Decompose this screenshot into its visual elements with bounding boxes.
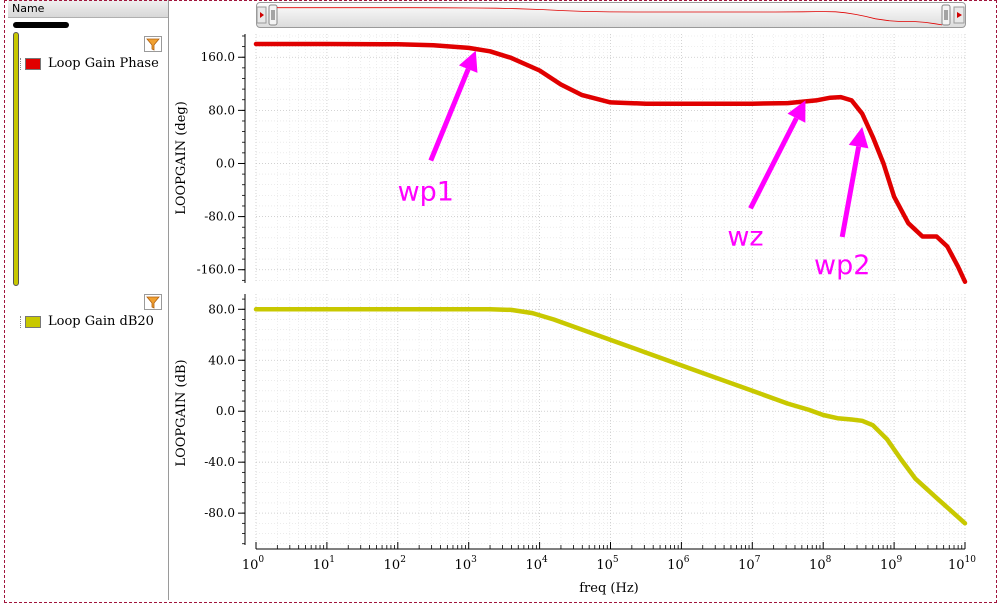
x-axis-label: freq (Hz) [579, 581, 639, 596]
overview-trace [277, 7, 943, 26]
gain-trace[interactable] [253, 307, 968, 526]
x-tick-label: 107 [738, 555, 761, 573]
y-tick-label: -160.0 [197, 263, 235, 277]
annotation-arrow [839, 146, 862, 238]
strip-item-label: Loop Gain dB20 [48, 314, 154, 329]
y-tick-label: 80.0 [208, 103, 235, 117]
y-tick-label: 40.0 [208, 353, 235, 367]
x-tick-label: 102 [384, 555, 406, 573]
overview-scroll-bar[interactable] [256, 2, 966, 28]
y-tick-label: 160.0 [201, 50, 235, 64]
filter-icon[interactable] [144, 294, 162, 310]
x-tick-label: 100 [242, 555, 265, 573]
strip-list-panel: Name Loop Gain Phase Loop Gain dB20 [8, 0, 169, 600]
x-tick-label: 106 [667, 555, 690, 573]
arrow-right-icon [957, 12, 962, 18]
strip-item-loop-gain-phase[interactable]: Loop Gain Phase [20, 56, 159, 72]
x-tick-label: 104 [525, 555, 548, 573]
name-column-header[interactable]: Name [8, 0, 168, 18]
x-tick-label: 1010 [948, 555, 976, 573]
y-tick-label: -80.0 [204, 506, 235, 520]
x-tick-label: 108 [809, 555, 832, 573]
x-tick-label: 101 [313, 555, 335, 573]
annotation-arrowhead [458, 50, 478, 73]
arrow-left-icon [260, 12, 264, 18]
strip-item-loop-gain-db20[interactable]: Loop Gain dB20 [20, 314, 154, 330]
header-resize-handle[interactable] [13, 22, 69, 28]
annotation-arrowhead [848, 126, 869, 149]
top-y-axis-label: LOOPGAIN (deg) [174, 101, 189, 215]
annotation-arrowhead [787, 100, 806, 123]
annotation-arrow [748, 117, 799, 210]
annotation-label: wp2 [814, 250, 870, 281]
x-tick-label: 103 [455, 555, 478, 573]
annotation-arrow [428, 68, 471, 162]
annotation-label: wp1 [398, 177, 454, 208]
annotation-label: wz [727, 221, 763, 252]
range-handle-left[interactable] [268, 4, 278, 26]
y-tick-label: 0.0 [216, 404, 235, 418]
phase-trace[interactable] [253, 41, 968, 284]
y-tick-label: 80.0 [208, 302, 235, 316]
range-handle-right[interactable] [941, 4, 951, 26]
y-tick-label: -80.0 [204, 210, 235, 224]
y-tick-label: -40.0 [204, 455, 235, 469]
gain-color-swatch [25, 316, 41, 328]
strip-item-label: Loop Gain Phase [48, 56, 159, 71]
x-tick-label: 105 [596, 555, 619, 573]
y-tick-label: 0.0 [216, 156, 235, 170]
bottom-y-axis-label: LOOPGAIN (dB) [174, 359, 189, 466]
filter-icon[interactable] [144, 36, 162, 52]
strip-selection-bar[interactable] [13, 32, 19, 286]
x-tick-label: 109 [880, 555, 903, 573]
phase-color-swatch [25, 58, 41, 70]
